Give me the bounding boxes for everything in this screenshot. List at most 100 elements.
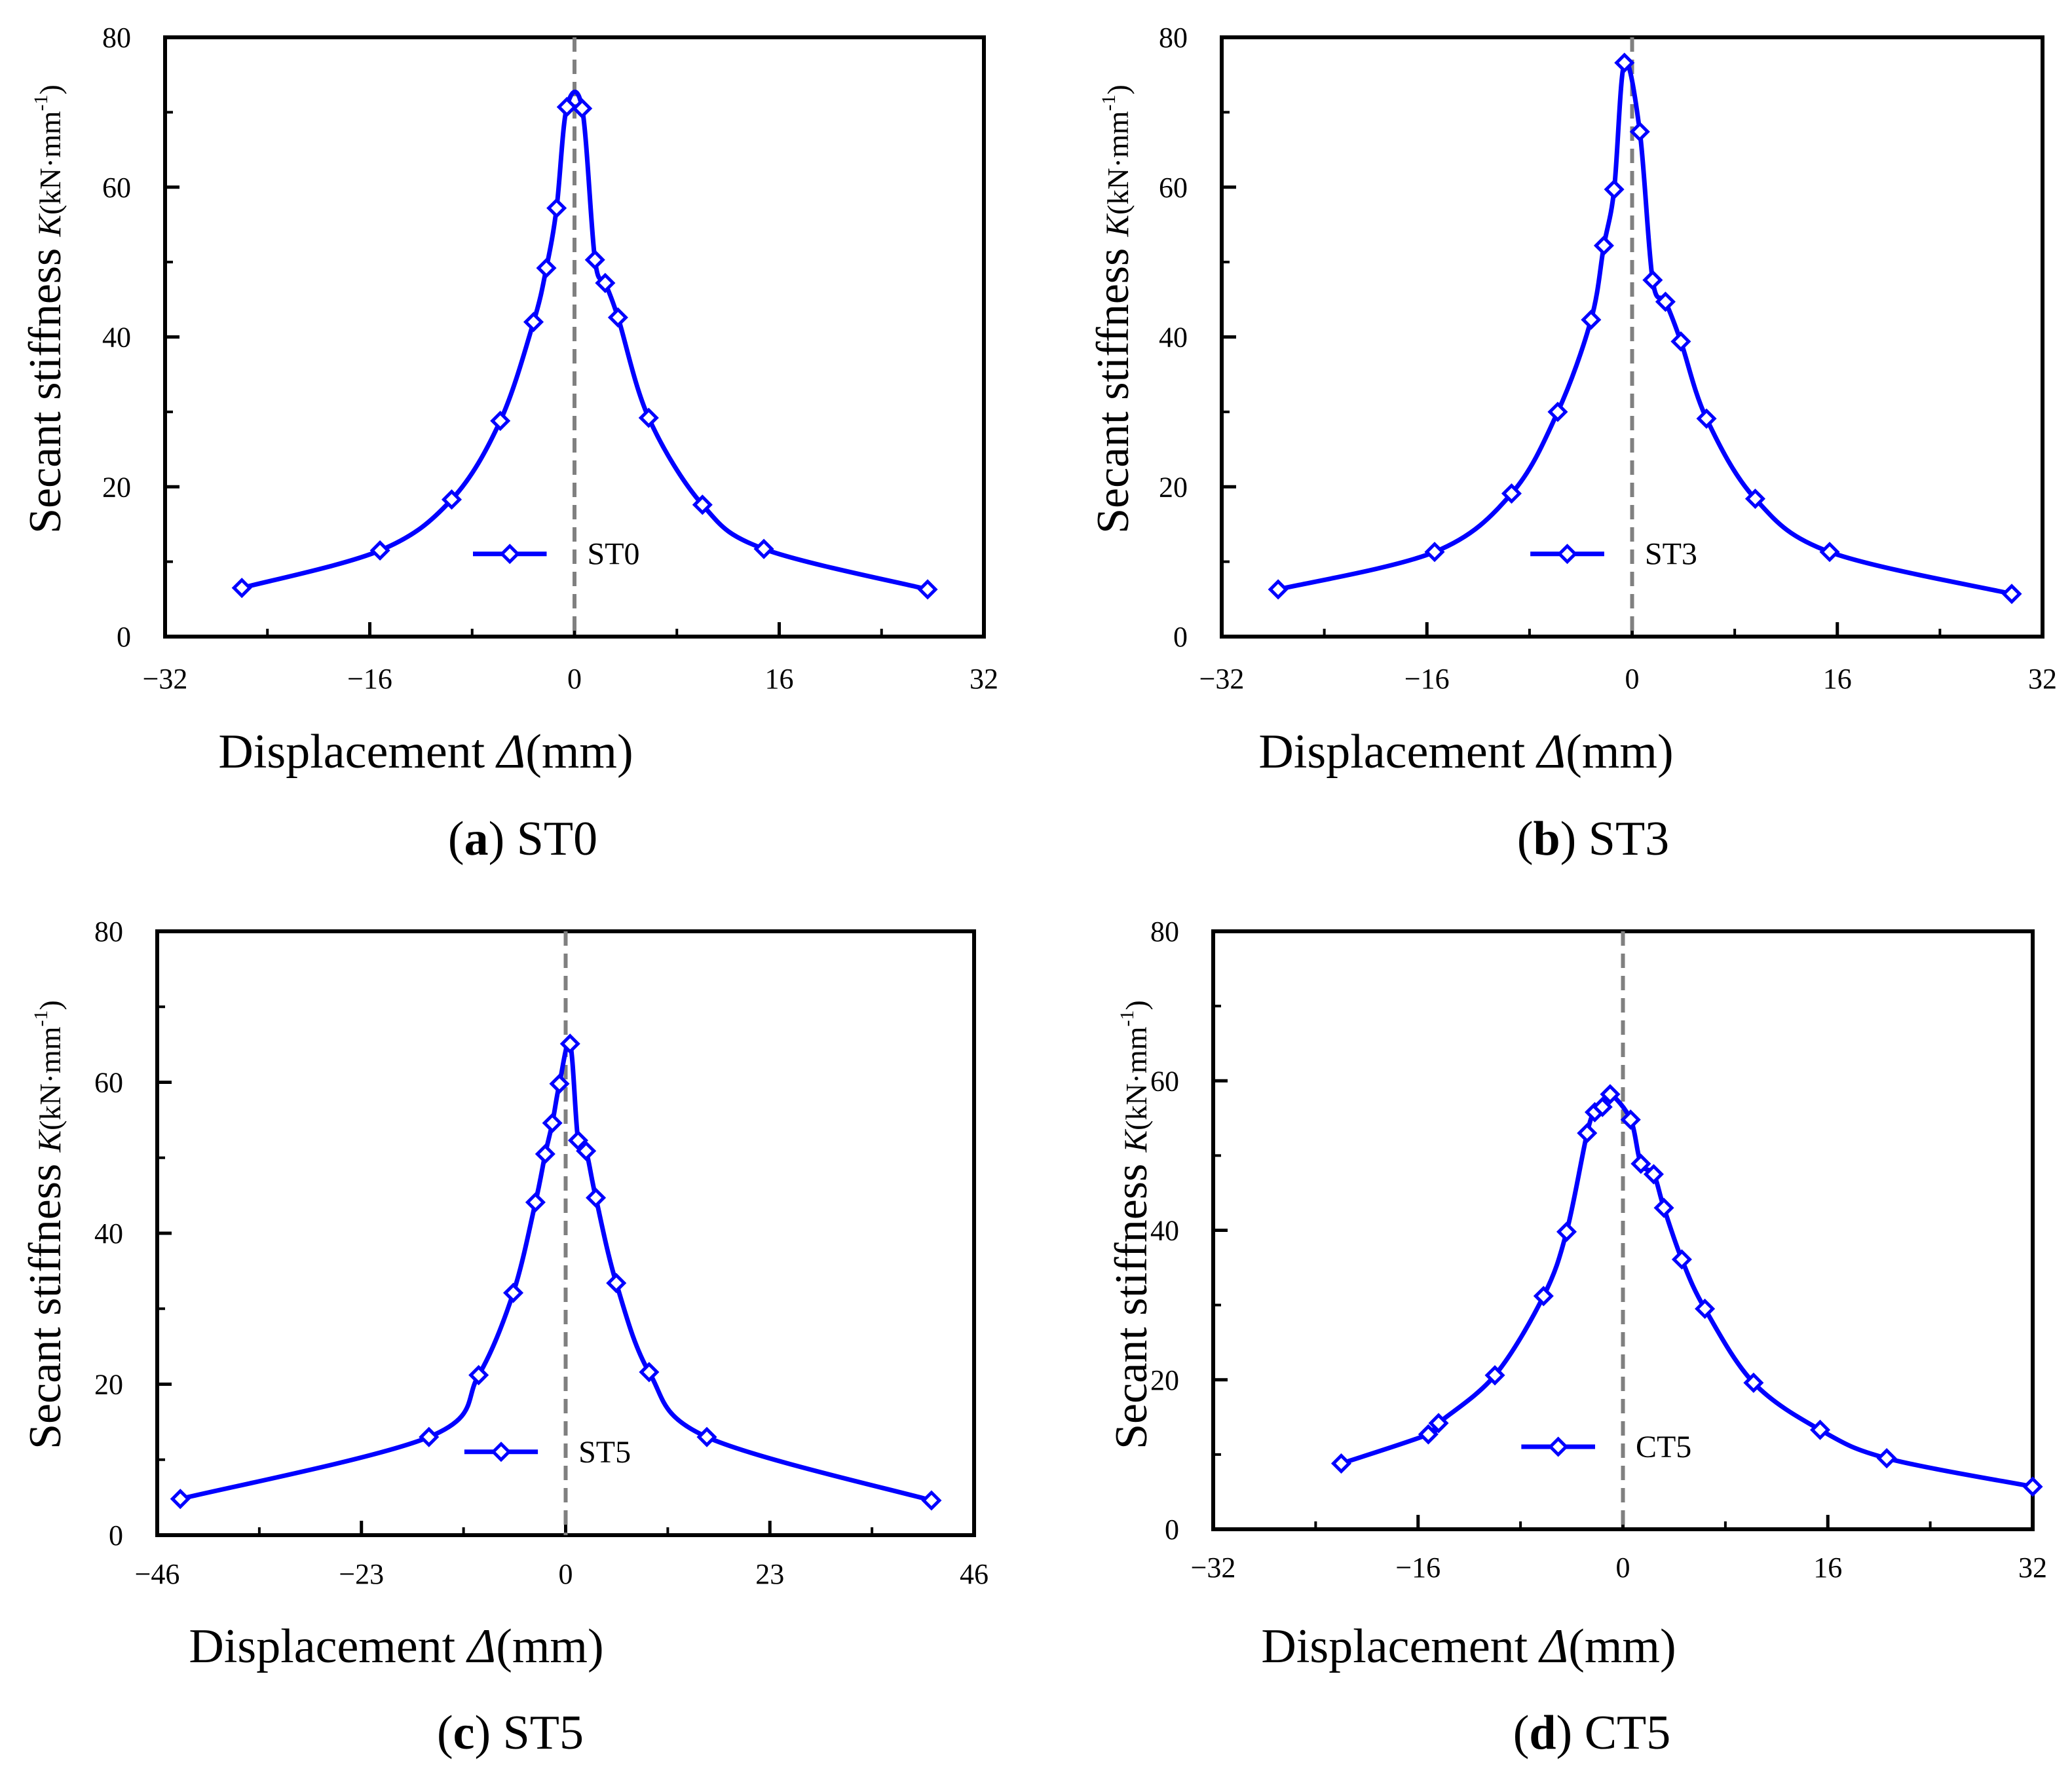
data-point-marker: [595, 272, 616, 293]
data-point-marker: [2001, 584, 2022, 604]
y-axis-title-unit: (kN·mm: [33, 111, 67, 215]
x-axis-title-unit: (mm): [525, 725, 633, 779]
y-axis-title: Secant stiffness K(kN·mm-1): [20, 84, 71, 534]
y-tick-label: 40: [1159, 322, 1188, 354]
x-axis-title-main: Displacement: [1261, 1620, 1539, 1673]
x-axis-title: Displacement Δ(mm): [218, 725, 633, 779]
y-axis-title-symbol: K: [1099, 213, 1135, 237]
series-line-st5: [178, 1039, 934, 1503]
series-line-ct5: [1338, 1092, 2035, 1489]
x-axis-title: Displacement Δ(mm): [189, 1620, 603, 1673]
data-point-marker: [1653, 1197, 1674, 1218]
data-point-marker: [502, 1282, 524, 1303]
y-axis-title-symbol: K: [1117, 1128, 1154, 1153]
data-point-marker: [1876, 1448, 1897, 1469]
data-point-marker: [1418, 1424, 1439, 1445]
data-point-marker: [556, 96, 577, 117]
data-point-marker: [921, 1490, 942, 1511]
y-axis-title-symbol: K: [31, 1128, 67, 1153]
y-axis-title-main: Secant stiffness: [20, 236, 71, 534]
data-point-marker: [696, 1426, 717, 1447]
x-tick-label: −16: [1404, 663, 1450, 695]
y-axis-title-exponent: -1: [1098, 94, 1120, 111]
data-point-marker: [549, 1073, 570, 1094]
chart-panel-st3: −32 −16 0 16 32 0 20 40 60 80 ST3 Displacement Δ(mm…: [1088, 22, 2057, 866]
data-point-marker: [606, 1273, 627, 1293]
data-point-marker: [1501, 483, 1522, 504]
x-tick-label: 16: [765, 663, 794, 695]
x-axis-title-unit: (mm): [1566, 725, 1673, 779]
data-point-marker: [584, 250, 605, 270]
data-point-marker: [1614, 52, 1635, 73]
y-tick-label: 0: [1165, 1514, 1179, 1546]
data-point-marker: [1592, 1096, 1613, 1117]
panel-caption: (d) CT5: [1513, 1706, 1671, 1760]
data-point-marker: [692, 494, 713, 515]
y-tick-label: 80: [102, 22, 131, 54]
y-axis-title-exponent: -1: [1116, 1010, 1138, 1026]
y-axis-title: Secant stiffness K(kN·mm-1): [20, 1000, 71, 1449]
y-tick-label: 60: [102, 172, 131, 204]
y-tick-label: 0: [117, 621, 131, 653]
x-tick-label: 46: [960, 1558, 989, 1590]
data-point-marker: [1600, 1084, 1621, 1105]
x-axis-title-symbol: Δ: [466, 1620, 496, 1673]
data-point-marker: [1744, 489, 1765, 510]
series-line-st0: [239, 89, 930, 592]
x-axis-title-unit: (mm): [496, 1620, 603, 1673]
x-axis-title-main: Displacement: [1258, 725, 1537, 779]
y-tick-label: 40: [102, 322, 131, 354]
data-point-marker: [1696, 408, 1717, 429]
data-point-marker: [572, 98, 593, 119]
y-tick-label: 20: [1159, 471, 1188, 503]
y-axis-title-main: Secant stiffness: [1106, 1152, 1157, 1449]
y-tick-label: 80: [1150, 916, 1179, 948]
data-point-marker: [1642, 270, 1663, 291]
y-tick-label: 80: [1159, 22, 1188, 54]
y-tick-label: 60: [94, 1067, 123, 1099]
caption-letter: d: [1529, 1706, 1556, 1760]
legend-label: ST5: [578, 1435, 631, 1470]
y-axis-title-close: ): [33, 1000, 67, 1010]
caption-open: (: [1517, 812, 1534, 866]
y-tick-label: 80: [94, 916, 123, 948]
y-axis-title: Secant stiffness K(kN·mm-1): [1088, 84, 1139, 534]
x-tick-label: 0: [559, 1558, 573, 1590]
y-axis-title-symbol: K: [31, 213, 67, 237]
caption-text: ) ST3: [1560, 812, 1670, 866]
data-point-marker: [542, 1113, 563, 1134]
data-point-marker: [1581, 309, 1602, 330]
x-tick-label: 0: [567, 663, 582, 695]
data-point-marker: [535, 1144, 556, 1164]
x-tick-label: −16: [347, 663, 392, 695]
data-point-marker: [441, 489, 462, 510]
x-axis-title-symbol: Δ: [495, 725, 525, 779]
data-point-marker: [638, 407, 659, 428]
data-point-marker: [1330, 1453, 1352, 1474]
data-point-marker: [2022, 1476, 2043, 1497]
caption-open: (: [1513, 1706, 1530, 1760]
data-point-marker: [1428, 1413, 1449, 1434]
x-tick-label: 0: [1625, 663, 1640, 695]
legend-marker: [499, 544, 520, 565]
x-tick-label: 32: [970, 663, 998, 695]
panel-caption: (a) ST0: [448, 812, 597, 866]
data-point-marker: [369, 540, 390, 561]
y-axis-title-exponent: -1: [30, 94, 52, 111]
caption-letter: a: [464, 812, 489, 866]
y-axis-title-close: ): [1101, 84, 1135, 94]
y-axis-title-main: Secant stiffness: [1088, 236, 1139, 534]
data-point-marker: [1547, 401, 1568, 422]
data-point-marker: [567, 1130, 589, 1151]
x-axis-title-unit: (mm): [1568, 1620, 1676, 1673]
caption-letter: b: [1534, 812, 1560, 866]
data-point-marker: [1604, 179, 1625, 200]
data-point-marker: [639, 1362, 660, 1383]
y-tick-label: 20: [94, 1369, 123, 1401]
x-tick-label: −32: [1199, 663, 1245, 695]
data-point-marker: [1670, 331, 1691, 352]
x-tick-label: −16: [1395, 1552, 1441, 1584]
chart-panel-ct5: −32 −16 0 16 32 0 20 40 60 80 CT5 Displacement Δ(mm…: [1106, 916, 2047, 1760]
data-point-marker: [1533, 1286, 1554, 1307]
x-tick-label: −32: [143, 663, 188, 695]
